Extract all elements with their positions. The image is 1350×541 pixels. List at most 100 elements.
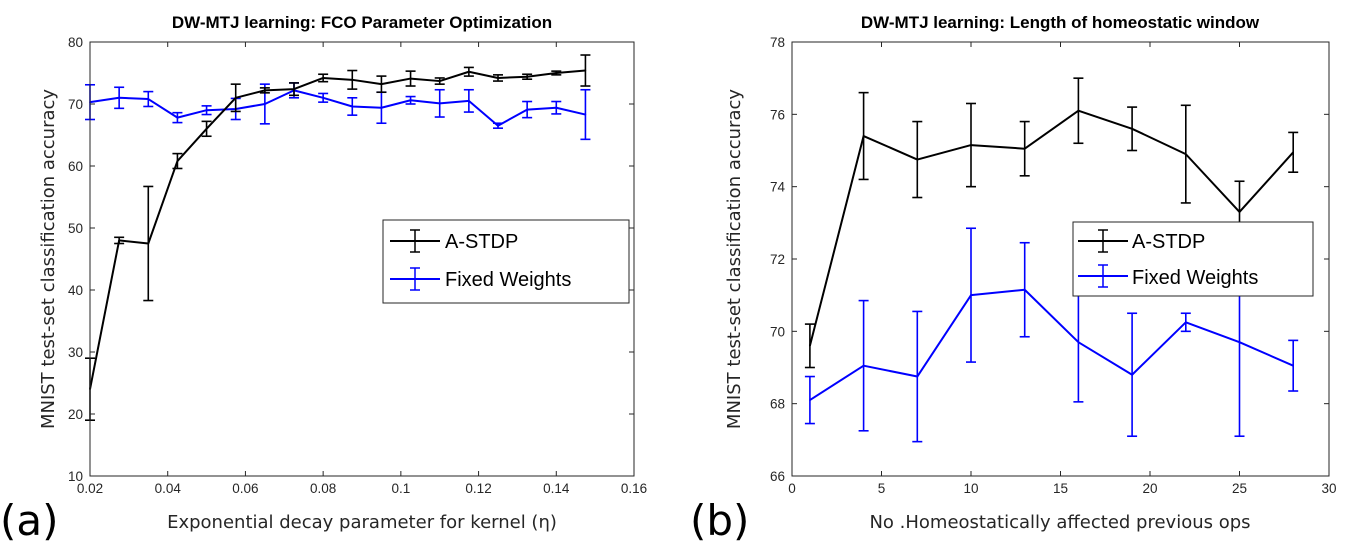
data-point-a-stdp-b-7: [1185, 153, 1187, 155]
series-line-a-stdp-b: [808, 109, 1294, 347]
data-point-a-stdp-b-4: [1023, 147, 1026, 150]
y-tick-label-a-2: 30: [68, 345, 83, 360]
data-point-a-stdp-a-3: [176, 160, 179, 162]
x-tick-label-b-1: 5: [878, 481, 886, 496]
x-tick-label-b-2: 10: [963, 481, 978, 496]
legend-swatch-fixed-weights-a: [390, 267, 440, 291]
series-line-a-stdp-a: [89, 69, 586, 390]
x-tick-label-a-2: 0.06: [232, 481, 258, 496]
legend-b: A-STDP Fixed Weights: [1072, 221, 1314, 297]
legend-label-a-stdp-b: A-STDP: [1132, 231, 1205, 253]
data-point-a-stdp-b-0: [809, 345, 811, 347]
x-tick-label-b-4: 20: [1142, 481, 1157, 496]
legend-box-b: [1072, 221, 1314, 297]
x-tick-label-a-5: 0.12: [465, 481, 491, 496]
data-point-a-stdp-a-7: [293, 88, 295, 90]
data-point-a-stdp-a-6: [264, 89, 266, 92]
data-point-fixed-weights-a-4: [205, 109, 208, 111]
data-point-a-stdp-a-8: [322, 77, 324, 79]
x-axis-label-b: No .Homeostatically affected previous op…: [869, 512, 1250, 533]
data-point-a-stdp-a-11: [409, 77, 412, 80]
x-tick-label-a-1: 0.04: [155, 481, 182, 496]
data-point-a-stdp-b-6: [1131, 128, 1133, 130]
y-tick-label-b-4: 74: [770, 180, 786, 195]
data-point-fixed-weights-a-17: [584, 113, 587, 116]
y-tick-label-a-4: 50: [68, 221, 83, 236]
legend-swatch-a-stdp-b: [1078, 229, 1128, 253]
y-tick-label-b-2: 70: [770, 324, 785, 339]
y-tick-label-b-3: 72: [770, 252, 785, 267]
data-point-fixed-weights-a-11: [409, 99, 412, 102]
data-point-fixed-weights-a-6: [264, 103, 266, 105]
y-tick-label-a-3: 40: [68, 283, 83, 298]
data-point-fixed-weights-a-12: [438, 102, 441, 105]
x-axis-label-a: Exponential decay parameter for kernel (…: [167, 512, 557, 533]
data-point-a-stdp-b-5: [1077, 109, 1080, 112]
y-tick-label-b-5: 76: [770, 107, 785, 122]
legend-box-a: [382, 219, 630, 304]
legend-swatch-fixed-weights-b: [1078, 264, 1128, 288]
data-point-a-stdp-a-4: [205, 128, 208, 130]
plot-content-a: [85, 54, 591, 422]
legend-label-fixed-weights-a: Fixed Weights: [445, 269, 571, 291]
data-point-fixed-weights-b-6: [1131, 373, 1133, 376]
legend-swatch-a-stdp-a: [390, 229, 440, 253]
data-point-fixed-weights-b-9: [1292, 364, 1294, 367]
data-point-a-stdp-a-13: [468, 70, 470, 73]
data-point-fixed-weights-a-16: [555, 106, 558, 109]
y-tick-label-a-1: 20: [68, 407, 83, 422]
y-tick-label-a-5: 60: [68, 159, 83, 174]
axes-box-a: [89, 41, 635, 477]
data-point-fixed-weights-b-2: [916, 375, 919, 378]
data-point-fixed-weights-b-0: [809, 399, 811, 401]
chart-panel-b: 0 5 10 15 20 25 30 66 68 70 72 74 76 78 DW-MTJ learni…: [690, 13, 1337, 541]
series-line-fixed-weights-b: [809, 288, 1294, 401]
x-tick-label-a-3: 0.08: [310, 481, 336, 496]
chart-panel-a: 0.02 0.04 0.06 0.08 0.1 0.12 0.14 0.16 10 20 30 40 5…: [0, 13, 647, 541]
y-tick-label-a-7: 80: [68, 35, 83, 50]
data-point-fixed-weights-b-7: [1185, 321, 1187, 324]
data-point-fixed-weights-b-1: [862, 364, 865, 367]
data-point-fixed-weights-a-9: [351, 105, 354, 108]
data-point-fixed-weights-b-5: [1077, 341, 1080, 343]
x-tick-label-b-5: 25: [1232, 481, 1247, 496]
data-point-a-stdp-b-2: [916, 158, 919, 161]
data-point-a-stdp-a-14: [497, 77, 499, 79]
panel-label-a: (a): [0, 496, 59, 541]
data-point-a-stdp-a-1: [118, 239, 120, 242]
data-point-a-stdp-b-8: [1238, 211, 1241, 213]
y-tick-label-b-0: 66: [770, 469, 785, 484]
data-point-fixed-weights-a-3: [176, 116, 179, 119]
y-tick-label-b-1: 68: [770, 397, 785, 412]
data-point-fixed-weights-b-3: [970, 294, 972, 296]
data-point-a-stdp-a-2: [147, 242, 150, 245]
data-point-a-stdp-a-12: [438, 80, 441, 82]
data-point-a-stdp-b-1: [862, 135, 865, 137]
data-point-a-stdp-a-5: [234, 97, 237, 99]
legend-label-fixed-weights-b: Fixed Weights: [1132, 267, 1258, 289]
y-axis-label-b: MNIST test-set classification accuracy: [724, 89, 745, 429]
axis-ticks-a: 0.02 0.04 0.06 0.08 0.1 0.12 0.14 0.16 10 20 30 40 5…: [68, 35, 647, 496]
data-point-fixed-weights-b-8: [1238, 341, 1241, 343]
y-tick-label-a-6: 70: [68, 97, 83, 112]
data-point-fixed-weights-b-4: [1023, 288, 1026, 291]
y-tick-label-a-0: 10: [68, 469, 83, 484]
axis-ticks-b: 0 5 10 15 20 25 30 66 68 70 72 74 76 78: [770, 35, 1337, 496]
data-point-a-stdp-a-15: [526, 75, 528, 78]
y-tick-label-b-6: 78: [770, 35, 785, 50]
legend-label-a-stdp-a: A-STDP: [445, 231, 518, 253]
x-tick-label-b-0: 0: [788, 481, 796, 496]
x-tick-label-a-0: 0.02: [77, 481, 103, 496]
data-point-fixed-weights-a-15: [526, 108, 528, 111]
legend-a: A-STDP Fixed Weights: [382, 219, 630, 304]
data-point-fixed-weights-a-13: [468, 100, 470, 102]
data-point-fixed-weights-a-10: [380, 106, 383, 109]
y-axis-label-a: MNIST test-set classification accuracy: [38, 89, 59, 429]
data-point-a-stdp-b-3: [970, 144, 972, 146]
data-point-a-stdp-a-10: [380, 83, 383, 85]
panel-label-b: (b): [690, 496, 749, 541]
data-point-fixed-weights-a-8: [322, 97, 324, 99]
x-tick-label-b-6: 30: [1321, 481, 1336, 496]
data-point-a-stdp-a-9: [351, 79, 354, 81]
